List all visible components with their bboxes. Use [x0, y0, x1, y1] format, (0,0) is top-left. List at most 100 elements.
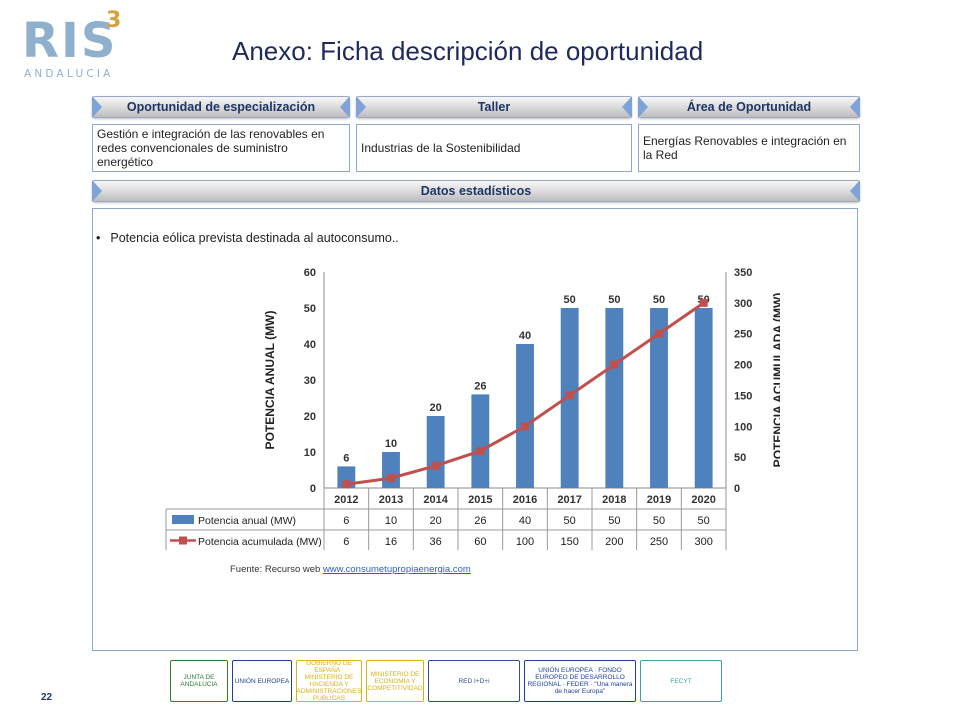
legend-label-bar: Potencia anual (MW) [198, 515, 296, 527]
table-cell: 100 [516, 536, 534, 548]
table-cell: 150 [560, 536, 578, 548]
footer-logos: JUNTA DE ANDALUCIA UNIÓN EUROPEA GOBIERNO … [170, 660, 722, 704]
legend-label-line: Potencia acumulada (MW) [198, 536, 322, 548]
y-tick-label: 20 [304, 411, 316, 423]
bar-data-label: 26 [474, 380, 486, 392]
y2-tick-label: 350 [734, 267, 752, 279]
bar [516, 344, 534, 488]
table-cell: 16 [385, 536, 397, 548]
table-cell: 50 [608, 515, 620, 527]
legend-swatch-marker [179, 537, 187, 545]
bar [695, 308, 713, 488]
line-marker [700, 299, 708, 307]
footer-logo: UNIÓN EUROPEA · FONDO EUROPEO DE DESARRO… [524, 660, 636, 702]
y-tick-label: 60 [304, 267, 316, 279]
table-cell: 300 [694, 536, 712, 548]
footer-logo: JUNTA DE ANDALUCIA [170, 660, 228, 702]
y-tick-label: 30 [304, 375, 316, 387]
x-tick-label: 2012 [334, 494, 358, 506]
y2-tick-label: 150 [734, 390, 752, 402]
table-cell: 200 [605, 536, 623, 548]
x-tick-label: 2017 [557, 494, 581, 506]
line-marker [521, 422, 529, 430]
footer-logo: UNIÓN EUROPEA [232, 660, 292, 702]
y2-tick-label: 200 [734, 360, 752, 372]
y-axis-title: POTENCIA ANUAL (MW) [263, 311, 277, 450]
y2-tick-label: 100 [734, 421, 752, 433]
box-oportunidad: Gestión e integración de las renovables … [92, 124, 350, 172]
y2-tick-label: 250 [734, 329, 752, 341]
line-marker [387, 474, 395, 482]
line-marker [476, 447, 484, 455]
table-cell: 50 [698, 515, 710, 527]
table-cell: 6 [343, 536, 349, 548]
page-title: Anexo: Ficha descripción de oportunidad [232, 36, 703, 67]
y2-axis-title: POTENCIA ACUMULADA (MW) [771, 293, 780, 468]
line-marker [566, 391, 574, 399]
line-marker [655, 330, 663, 338]
x-tick-label: 2016 [513, 494, 537, 506]
header-area: Área de Oportunidad [638, 96, 860, 118]
line-marker [432, 462, 440, 470]
bullet-text: Potencia eólica prevista destinada al au… [110, 231, 398, 245]
table-cell: 20 [430, 515, 442, 527]
bar-data-label: 6 [343, 452, 349, 464]
bar-data-label: 40 [519, 330, 531, 342]
footer-logo: GOBIERNO DE ESPAÑA · MINISTERIO DE HACIE… [296, 660, 362, 702]
table-cell: 26 [474, 515, 486, 527]
bar-data-label: 20 [430, 402, 442, 414]
box-oportunidad-text: Gestión e integración de las renovables … [97, 127, 345, 169]
footer-logo: MINISTERIO DE ECONOMÍA Y COMPETITIVIDAD [366, 660, 424, 702]
bullet-marker: • [96, 231, 100, 245]
legend-swatch-bar [172, 515, 194, 524]
source-label: Fuente: Recurso web [230, 564, 323, 575]
table-cell: 40 [519, 515, 531, 527]
y2-tick-label: 50 [734, 452, 746, 464]
logo-main-text: RIS [22, 12, 117, 70]
page-number: 22 [41, 692, 52, 703]
box-area: Energías Renovables e integración en la … [638, 124, 860, 172]
y-tick-label: 40 [304, 339, 316, 351]
header-taller: Taller [356, 96, 632, 118]
footer-logo: FECYT [640, 660, 722, 702]
line-marker [610, 361, 618, 369]
wind-power-chart: 0 10 20 30 40 50 60 0 50 100 150 200 250 300 350 POTENC… [160, 258, 780, 550]
y2-tick-label: 0 [734, 483, 740, 495]
bar-data-label: 10 [385, 438, 397, 450]
header-oportunidad: Oportunidad de especialización [92, 96, 350, 118]
bar [427, 416, 445, 488]
y-tick-label: 10 [304, 447, 316, 459]
bullet-item: • Potencia eólica prevista destinada al a… [96, 231, 399, 245]
table-cell: 36 [430, 536, 442, 548]
table-cell: 50 [653, 515, 665, 527]
bar-data-label: 50 [608, 294, 620, 306]
x-tick-label: 2015 [468, 494, 492, 506]
logo-superscript: 3 [106, 8, 121, 33]
bar [605, 308, 623, 488]
table-cell: 250 [650, 536, 668, 548]
x-tick-label: 2019 [647, 494, 671, 506]
box-area-text: Energías Renovables e integración en la … [643, 134, 855, 162]
y-tick-label: 0 [310, 483, 316, 495]
y-tick-label: 50 [304, 303, 316, 315]
footer-logo: RED I+D+i [428, 660, 520, 702]
box-taller: Industrias de la Sostenibilidad [356, 124, 632, 172]
table-cell: 10 [385, 515, 397, 527]
x-tick-label: 2013 [379, 494, 403, 506]
ris3-andalucia-logo: RIS 3 ANDALUCIA [22, 12, 122, 84]
logo-subtitle: ANDALUCIA [24, 68, 114, 80]
header-datos: Datos estadísticos [92, 180, 860, 202]
table-cell: 60 [474, 536, 486, 548]
bar [471, 394, 489, 488]
x-tick-label: 2018 [602, 494, 626, 506]
bar-data-label: 50 [564, 294, 576, 306]
line-marker [342, 480, 350, 488]
x-tick-label: 2020 [691, 494, 715, 506]
table-cell: 50 [564, 515, 576, 527]
source-link[interactable]: www.consumetupropiaenergia.com [323, 564, 471, 575]
y2-tick-label: 300 [734, 298, 752, 310]
table-cell: 6 [343, 515, 349, 527]
bar-data-label: 50 [653, 294, 665, 306]
source-note: Fuente: Recurso web www.consumetupropiae… [230, 564, 471, 575]
x-tick-label: 2014 [423, 494, 448, 506]
